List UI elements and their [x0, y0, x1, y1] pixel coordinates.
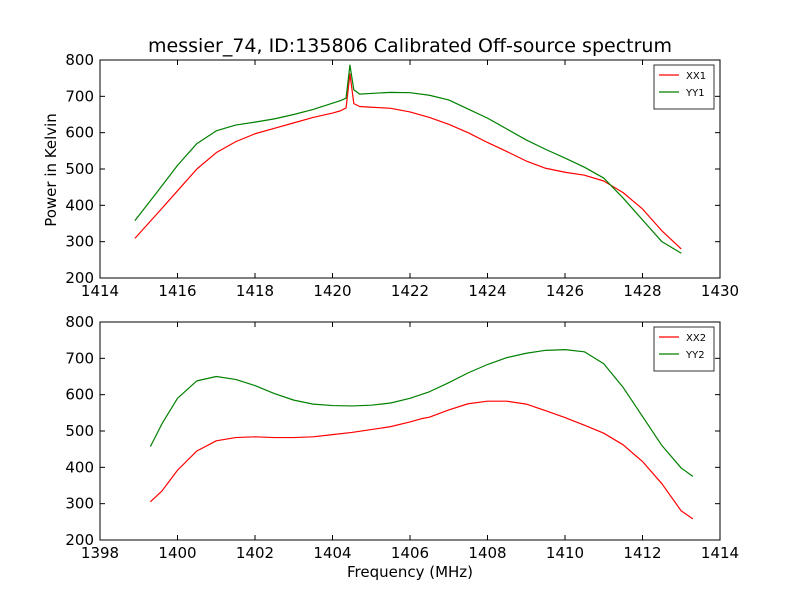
- y-tick-label: 700: [65, 349, 94, 367]
- top-panel: 1414 1416 1418 1420 1422 1424 1426 1428 1430 200 3…: [65, 51, 739, 300]
- x-tick-label: 1412: [623, 544, 661, 562]
- x-tick-label: 1418: [236, 282, 274, 300]
- y-tick-label: 800: [65, 313, 94, 331]
- x-tick-label: 1416: [158, 282, 196, 300]
- x-tick-label: 1410: [546, 544, 584, 562]
- axes-frame: [99, 321, 721, 541]
- y-axis-label: Power in Kelvin: [42, 113, 60, 227]
- x-tick-label: 1400: [158, 544, 196, 562]
- y-tick-label: 800: [65, 51, 94, 69]
- series-line-yy2: [149, 349, 694, 477]
- y-tick-label: 600: [65, 386, 94, 404]
- series-line-xx1: [134, 73, 682, 250]
- x-tick-label: 1414: [81, 282, 119, 300]
- x-axis-label: Frequency (MHz): [347, 563, 473, 581]
- legend-label-xx2: XX2: [686, 333, 706, 344]
- x-tick-label: 1404: [313, 544, 351, 562]
- x-tick-label: 1428: [623, 282, 661, 300]
- legend: XX1 YY1: [653, 64, 715, 110]
- x-tick-label: 1422: [391, 282, 429, 300]
- y-tick-label: 400: [65, 196, 94, 214]
- series-line-xx2: [149, 400, 694, 520]
- x-tick-label: 1402: [236, 544, 274, 562]
- x-tick-label: 1430: [701, 282, 739, 300]
- y-tick-label: 500: [65, 160, 94, 178]
- legend-label-yy2: YY2: [685, 350, 705, 361]
- y-tick-label: 600: [65, 124, 94, 142]
- legend-label-yy1: YY1: [685, 88, 705, 99]
- y-tick-label: 200: [65, 269, 94, 287]
- x-tick-label: 1424: [468, 282, 506, 300]
- legend-box: [653, 64, 715, 110]
- y-tick-label: 200: [65, 531, 94, 549]
- y-tick-label: 500: [65, 422, 94, 440]
- y-tick-label: 400: [65, 458, 94, 476]
- y-tick-label: 300: [65, 495, 94, 513]
- x-tick-label: 1408: [468, 544, 506, 562]
- y-tick-label: 300: [65, 233, 94, 251]
- legend: XX2 YY2: [653, 326, 715, 372]
- series-line-yy1: [134, 64, 682, 254]
- legend-box: [653, 326, 715, 372]
- y-tick-label: 700: [65, 87, 94, 105]
- bottom-panel: 1398 1400 1402 1404 1406 1408 1410 1412 1414 200 3…: [65, 313, 739, 562]
- legend-label-xx1: XX1: [686, 71, 706, 82]
- x-tick-label: 1406: [391, 544, 429, 562]
- x-tick-label: 1398: [81, 544, 119, 562]
- x-tick-label: 1426: [546, 282, 584, 300]
- x-tick-label: 1420: [313, 282, 351, 300]
- chart-title: messier_74, ID:135806 Calibrated Off-sou…: [148, 35, 672, 57]
- x-tick-label: 1414: [701, 544, 739, 562]
